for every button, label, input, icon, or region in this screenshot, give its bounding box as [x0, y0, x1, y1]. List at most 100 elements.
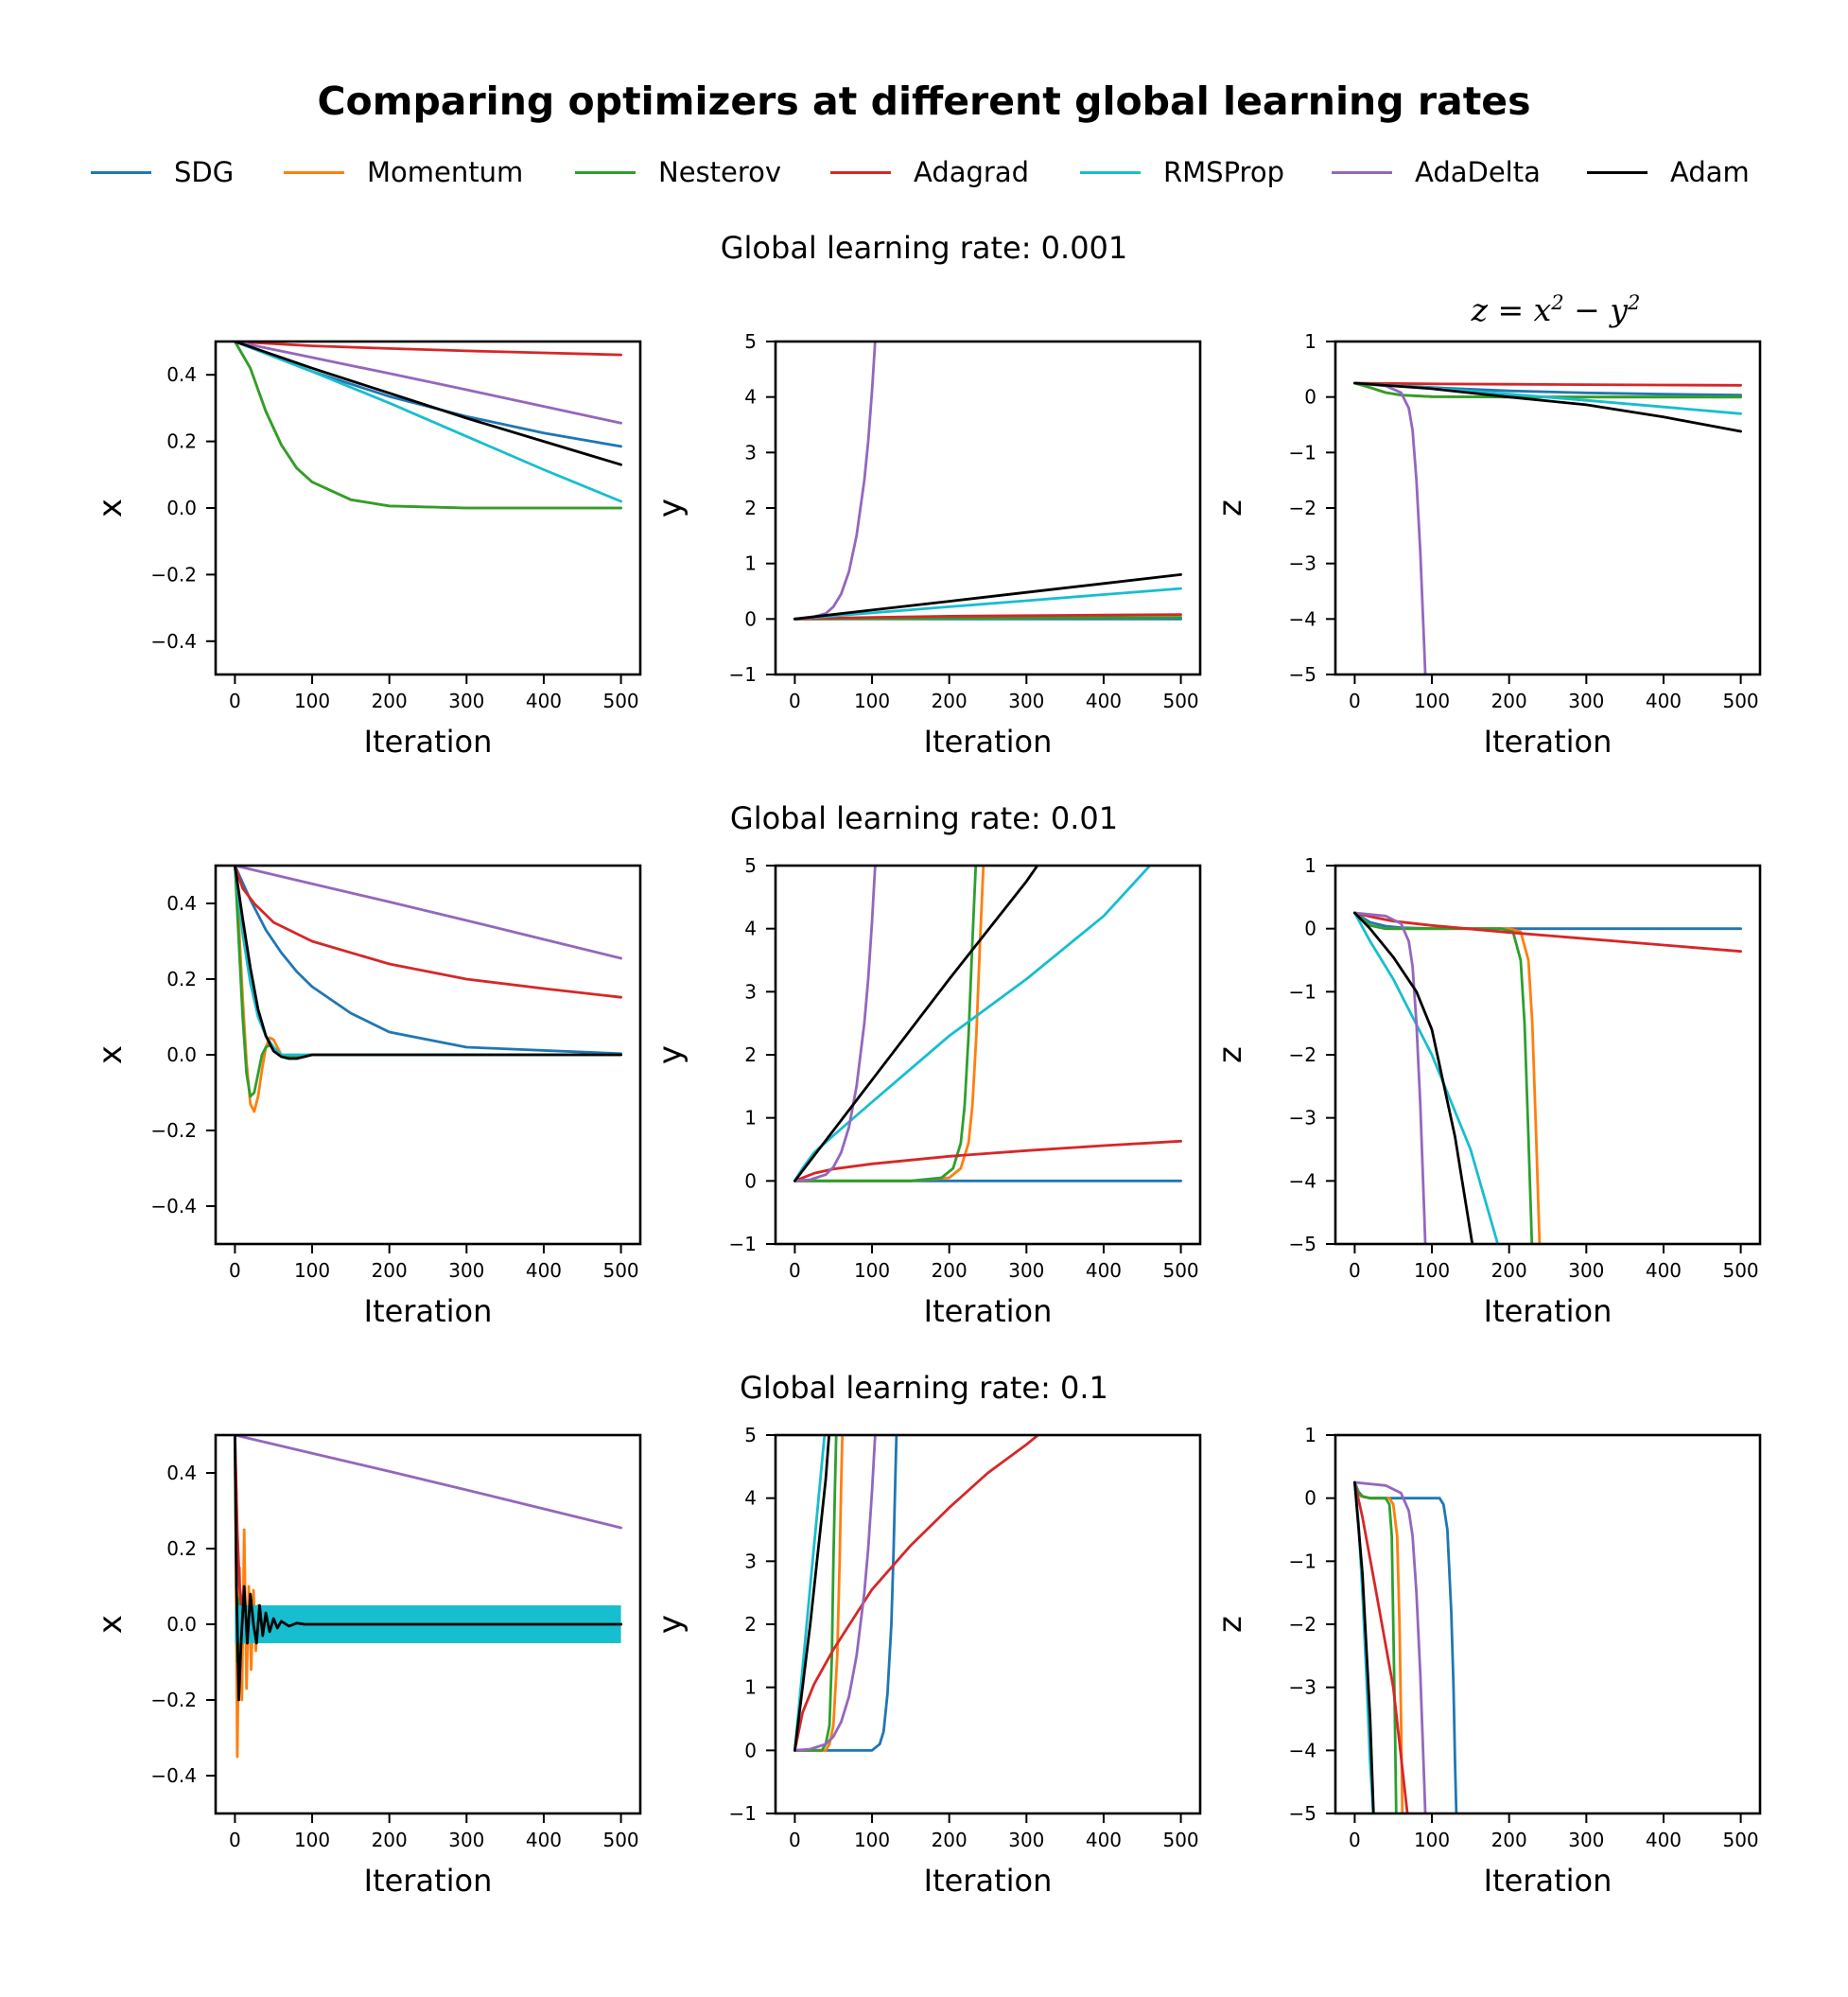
panel-r1-x-series-adadelta	[233, 342, 622, 425]
panel-r1-y-xtick-label: 300	[1008, 690, 1044, 712]
panel-r3-x-xtick-label: 100	[294, 1829, 330, 1851]
panel-r2-y-series-adagrad	[793, 1139, 1182, 1182]
panel-r3-x-ytick-label: 0.2	[166, 1537, 197, 1560]
panel-r3-x: 0 100 200 300 400 500 −0.4 −0.2 0.0 0.2 0.4 Iterati…	[92, 1433, 642, 1899]
panel-r2-y-series-momentum	[793, 866, 985, 1182]
panel-r1-y-series-rmsprop	[793, 587, 1182, 621]
panel-r2-z-xlabel: Iteration	[1484, 1293, 1613, 1329]
panel-r1-y-series-adam	[793, 573, 1182, 621]
panel-r2-x-xtick-label: 500	[602, 1259, 638, 1282]
panel-r2-y-xtick-label: 0	[789, 1259, 801, 1282]
panel-r2-x-xtick-label: 100	[294, 1259, 330, 1282]
panel-r1-x-ytick-label: −0.4	[150, 630, 197, 653]
panel-r1-y-xtick-label: 200	[932, 690, 968, 712]
panel-r3-x-xtick-label: 0	[229, 1829, 241, 1851]
legend-swatch-rmsprop	[1080, 170, 1141, 174]
panel-r1-y-xtick-label: 0	[789, 690, 801, 712]
panel-r1-z-xtick-label: 300	[1568, 690, 1604, 712]
legend-label-sdg: SDG	[174, 156, 235, 188]
panel-r3-x-xtick-label: 400	[526, 1829, 562, 1851]
panel-r2-y-ytick-label: 1	[744, 1107, 757, 1130]
panel-r3-z-ytick-label: −2	[1289, 1613, 1316, 1636]
panel-r1-z-ylabel: z	[1212, 499, 1249, 517]
panel-r1-x-ytick-label: −0.2	[150, 563, 197, 586]
panel-r2-y-xtick-label: 300	[1008, 1259, 1044, 1282]
panel-r3-y-xtick-label: 100	[854, 1829, 890, 1851]
panel-r1-z-ytick-label: −5	[1289, 663, 1316, 686]
panel-r2-x-series-adam	[233, 866, 622, 1060]
panel-r3-y-ytick-label: 3	[744, 1550, 757, 1572]
panel-r3-x-series	[233, 1435, 622, 1759]
panel-r1-z-xlabel: Iteration	[1484, 724, 1613, 760]
panel-r1-z-xtick-label: 400	[1646, 690, 1682, 712]
panel-r1-x-series-sdg	[233, 342, 622, 448]
panel-r1-y-ytick-label: 4	[744, 386, 757, 409]
legend-label-nesterov: Nesterov	[658, 156, 782, 188]
panel-r3-y-ytick-label: 5	[744, 1424, 757, 1446]
panel-r3-x-xtick-label: 500	[602, 1829, 638, 1851]
panel-r2-y-series-adam	[793, 866, 1039, 1182]
panel-r3-z-series-adagrad	[1353, 1480, 1409, 1813]
panel-r2-z-ytick-label: −2	[1289, 1043, 1316, 1066]
row-title-lr-001: Global learning rate: 0.01	[729, 800, 1119, 836]
panel-r2-z-xtick-label: 300	[1568, 1259, 1604, 1282]
panel-r3-z-xtick-label: 500	[1722, 1829, 1758, 1851]
panel-r1-x-xtick-label: 500	[602, 690, 638, 712]
legend-item-adagrad: Adagrad	[830, 151, 1029, 193]
panel-r3-z-series-adam	[1353, 1480, 1375, 1813]
panel-r3-x-series-sdg	[233, 1435, 622, 1626]
panel-r2-z-xtick-label: 0	[1349, 1259, 1361, 1282]
panel-r2-z-ytick-label: −3	[1289, 1107, 1316, 1130]
panel-r3-z-ytick-label: −3	[1289, 1676, 1316, 1699]
panel-r3-y-series-adadelta	[793, 1435, 877, 1752]
panel-r1-y-ytick-label: 0	[744, 607, 757, 630]
panel-r2-x-series-nesterov	[233, 866, 622, 1098]
legend-label-momentum: Momentum	[367, 156, 524, 188]
panel-r3-z-xtick-label: 300	[1568, 1829, 1604, 1851]
column-title-minus: −	[1563, 291, 1611, 328]
panel-r2-y-series-adadelta	[793, 866, 877, 1182]
panel-r3-y-ytick-label: 0	[744, 1739, 757, 1761]
column-title-y: y	[1610, 291, 1628, 328]
legend-item-nesterov: Nesterov	[575, 151, 781, 193]
panel-r3-z-series-nesterov	[1353, 1480, 1398, 1813]
legend-label-adagrad: Adagrad	[914, 156, 1030, 188]
legend-swatch-momentum	[284, 170, 344, 174]
panel-r2-y-ytick-label: 5	[744, 854, 757, 877]
panel-r1-z-xtick-label: 200	[1491, 690, 1527, 712]
panel-r1-y-xtick-label: 400	[1086, 690, 1122, 712]
panel-r2-y-ylabel: y	[652, 1045, 689, 1064]
panel-r1-z-series	[1353, 381, 1742, 674]
panel-r2-z-xtick-label: 400	[1646, 1259, 1682, 1282]
panel-r1-z-series-adam	[1353, 381, 1742, 433]
panel-r1-x-series-nesterov	[233, 342, 622, 510]
panel-r2-y-ytick-label: −1	[729, 1233, 757, 1255]
panel-r1-z-xtick-label: 100	[1414, 690, 1450, 712]
legend-item-rmsprop: RMSProp	[1080, 151, 1284, 193]
panel-r1-x-series-adagrad	[233, 342, 622, 357]
panel-r3-y-ytick-label: 4	[744, 1487, 757, 1510]
panel-r1-x-ylabel: x	[92, 499, 130, 517]
panel-r2-z-series-adagrad	[1353, 911, 1742, 954]
panel-r1-z: 0 100 200 300 400 500 −5 −4 −3 −2 −1 0 1 Iteration z	[1212, 330, 1762, 760]
panel-r1-x-xtick-label: 100	[294, 690, 330, 712]
panel-r1-x-series	[233, 342, 622, 510]
panel-r3-x-ytick-label: 0.4	[166, 1462, 197, 1484]
column-title-z: z	[1471, 291, 1489, 328]
panel-r1-y-xtick-label: 100	[854, 690, 890, 712]
panel-r2-x-xtick-label: 0	[229, 1259, 241, 1282]
panel-r1-z-ytick-label: −1	[1289, 441, 1316, 464]
panel-r3-x-ylabel: x	[92, 1615, 130, 1634]
panel-r3-z: 0 100 200 300 400 500 −5 −4 −3 −2 −1 0 1 Iteration z	[1212, 1424, 1762, 1899]
panel-r1-z-ytick-label: 0	[1304, 386, 1316, 409]
panel-r2-y-ytick-label: 4	[744, 918, 757, 940]
panel-r2-z-series-rmsprop	[1353, 911, 1500, 1244]
panel-r3-x-xlabel: Iteration	[364, 1863, 493, 1899]
panel-r2-x-ytick-label: 0.4	[166, 892, 197, 915]
panel-r2-x-xlabel: Iteration	[364, 1293, 493, 1329]
panel-r1-y-xlabel: Iteration	[924, 724, 1053, 760]
panel-r1-x: 0 100 200 300 400 500 −0.4 −0.2 0.0 0.2 0.4 Iterati…	[92, 340, 642, 760]
panel-r3-z-ytick-label: −1	[1289, 1550, 1316, 1572]
panel-r2-x-xtick-label: 400	[526, 1259, 562, 1282]
panel-r3-x-ytick-label: 0.0	[166, 1613, 197, 1636]
